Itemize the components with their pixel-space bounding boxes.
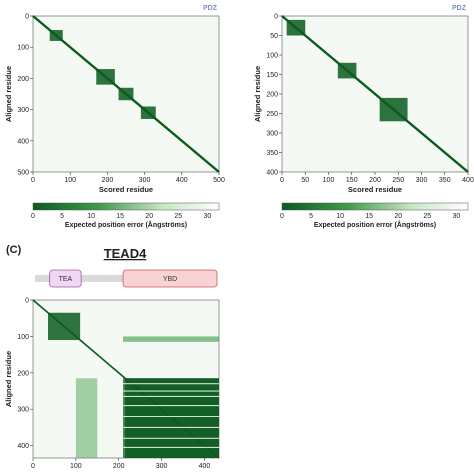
p2-y-tick-label: 50 bbox=[270, 33, 278, 40]
p2-x-tick-label: 250 bbox=[392, 177, 404, 184]
p2-colorbar-tick: 20 bbox=[394, 213, 402, 220]
p2-diagonal bbox=[281, 15, 469, 173]
p1-x-axis-label: Scored residue bbox=[99, 185, 153, 194]
p1-x-tick-label: 200 bbox=[102, 177, 114, 184]
p3-y-tick-label: 400 bbox=[17, 443, 29, 450]
p2-colorbar-label: Expected position error (Ångströms) bbox=[314, 220, 436, 229]
p3-y-axis-label: Aligned residue bbox=[4, 351, 13, 407]
panel-label: (C) bbox=[6, 244, 22, 256]
pae-heatmap-tead4: 0 100 200 300 400 0 100 200 300 400 Aligned residu… bbox=[4, 246, 220, 470]
p2-colorbar-tick: 10 bbox=[336, 213, 344, 220]
p1-y-tick-label: 400 bbox=[17, 138, 29, 145]
domain-label-ybd: YBD bbox=[163, 276, 177, 283]
p1-x-tick-label: 0 bbox=[31, 177, 35, 184]
p3-x-tick-label: 400 bbox=[199, 463, 211, 470]
p2-y-tick-label: 300 bbox=[266, 131, 278, 138]
p1-colorbar-tick: 25 bbox=[174, 213, 182, 220]
p2-x-tick-label: 200 bbox=[369, 177, 381, 184]
p1-y-tick-label: 300 bbox=[17, 107, 29, 114]
p3-left-band bbox=[75, 378, 98, 458]
tead4-title: TEAD4 bbox=[104, 246, 147, 261]
p2-x-tick-label: 100 bbox=[323, 177, 335, 184]
p1-diagonal bbox=[32, 15, 220, 173]
p1-colorbar bbox=[32, 202, 220, 211]
p2-x-tick-label: 150 bbox=[346, 177, 358, 184]
domain-box-tea bbox=[49, 269, 82, 288]
p1-x-tick-label: 300 bbox=[139, 177, 151, 184]
p2-y-tick-label: 200 bbox=[266, 92, 278, 99]
p3-x-tick-label: 300 bbox=[156, 463, 168, 470]
p2-colorbar-tick: 5 bbox=[309, 213, 313, 220]
p2-colorbar bbox=[281, 202, 469, 211]
p2-colorbar-tick: 0 bbox=[280, 213, 284, 220]
p2-x-tick-label: 0 bbox=[280, 177, 284, 184]
p3-y-tick-label: 100 bbox=[17, 334, 29, 341]
domain-label-tea: TEA bbox=[59, 276, 73, 283]
p2-x-tick-label: 300 bbox=[416, 177, 428, 184]
p2-y-tick-label: 100 bbox=[266, 53, 278, 60]
p2-y-tick-label: 350 bbox=[266, 150, 278, 157]
p2-colorbar-tick: 15 bbox=[365, 213, 373, 220]
p1-x-tick-label: 100 bbox=[64, 177, 76, 184]
p1-y-tick-label: 0 bbox=[25, 14, 29, 21]
p2-y-tick-label: 150 bbox=[266, 72, 278, 79]
p1-y-tick-label: 500 bbox=[17, 170, 29, 177]
p2-y-axis-label: Aligned residue bbox=[253, 66, 262, 122]
p2-x-tick-label: 350 bbox=[439, 177, 451, 184]
p3-y-tick-label: 300 bbox=[17, 407, 29, 414]
p1-colorbar-tick: 0 bbox=[31, 213, 35, 220]
p1-x-tick-label: 500 bbox=[213, 177, 225, 184]
p1-x-tick-label: 400 bbox=[176, 177, 188, 184]
pae-heatmap-2: 0 50 100 150 200 250 300 350 4000501001502002503… bbox=[253, 5, 474, 229]
p1-y-tick-label: 200 bbox=[17, 76, 29, 83]
p2-tag: PDZ bbox=[452, 5, 467, 12]
p3-ybd-region bbox=[123, 378, 219, 458]
p1-colorbar-tick: 5 bbox=[60, 213, 64, 220]
p2-colorbar-tick: 30 bbox=[452, 213, 460, 220]
p3-top-band bbox=[123, 336, 219, 342]
p2-y-tick-label: 250 bbox=[266, 111, 278, 118]
p3-x-tick-label: 100 bbox=[70, 463, 82, 470]
p3-y-tick-label: 0 bbox=[25, 298, 29, 305]
p2-x-axis-label: Scored residue bbox=[348, 185, 402, 194]
p2-x-tick-label: 400 bbox=[462, 177, 474, 184]
p3-y-tick-label: 200 bbox=[17, 370, 29, 377]
p1-colorbar-tick: 20 bbox=[145, 213, 153, 220]
p1-colorbar-label: Expected position error (Ångströms) bbox=[65, 220, 187, 229]
p2-colorbar-tick: 25 bbox=[423, 213, 431, 220]
p1-colorbar-tick: 30 bbox=[203, 213, 211, 220]
p1-y-axis-label: Aligned residue bbox=[4, 66, 13, 122]
p1-colorbar-tick: 15 bbox=[116, 213, 124, 220]
p1-y-tick-label: 100 bbox=[17, 45, 29, 52]
p3-x-tick-label: 0 bbox=[31, 463, 35, 470]
p3-x-tick-label: 200 bbox=[113, 463, 125, 470]
p1-colorbar-tick: 10 bbox=[87, 213, 95, 220]
p2-y-tick-label: 400 bbox=[266, 170, 278, 177]
p2-x-tick-label: 50 bbox=[301, 177, 309, 184]
p1-tag: PDZ bbox=[203, 5, 218, 12]
p2-y-tick-label: 0 bbox=[274, 14, 278, 21]
domain-box-ybd bbox=[122, 269, 218, 288]
